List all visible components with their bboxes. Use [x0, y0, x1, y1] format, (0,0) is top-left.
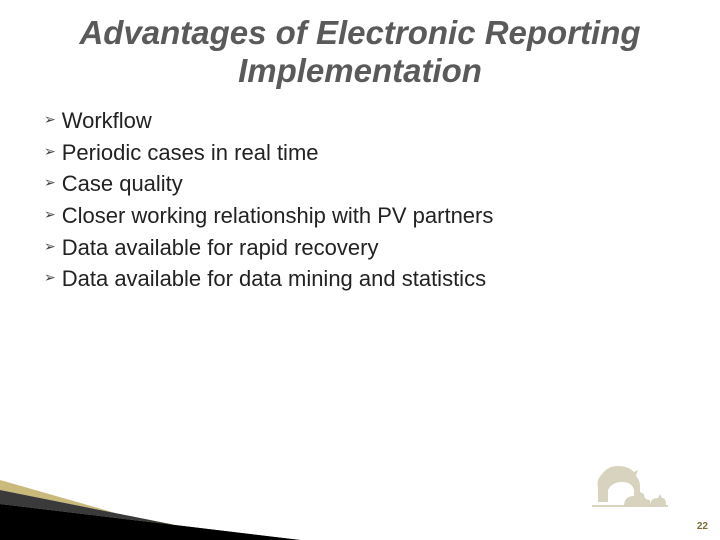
- bullet-marker-icon: ➢: [44, 233, 56, 260]
- bullet-marker-icon: ➢: [44, 106, 56, 133]
- list-item-label: Periodic cases in real time: [62, 138, 684, 168]
- list-item-label: Data available for data mining and stati…: [62, 264, 684, 294]
- list-item: ➢ Case quality: [44, 169, 684, 199]
- animals-silhouette-icon: [578, 460, 668, 510]
- slide-title: Advantages of Electronic Reporting Imple…: [0, 0, 720, 96]
- wedge-grey: [0, 490, 300, 540]
- list-item: ➢ Workflow: [44, 106, 684, 136]
- list-item-label: Closer working relationship with PV part…: [62, 201, 684, 231]
- list-item: ➢ Closer working relationship with PV pa…: [44, 201, 684, 231]
- bullet-marker-icon: ➢: [44, 201, 56, 228]
- list-item-label: Case quality: [62, 169, 684, 199]
- list-item: ➢ Data available for data mining and sta…: [44, 264, 684, 294]
- bullet-marker-icon: ➢: [44, 169, 56, 196]
- wedge-gold: [0, 480, 250, 540]
- bullet-marker-icon: ➢: [44, 264, 56, 291]
- list-item: ➢ Periodic cases in real time: [44, 138, 684, 168]
- page-number: 22: [697, 521, 708, 532]
- slide: { "title": "Advantages of Electronic Rep…: [0, 0, 720, 540]
- list-item-label: Data available for rapid recovery: [62, 233, 684, 263]
- corner-wedge-graphic: [0, 460, 360, 540]
- list-item: ➢ Data available for rapid recovery: [44, 233, 684, 263]
- list-item-label: Workflow: [62, 106, 684, 136]
- wedge-black: [0, 504, 300, 540]
- bullet-marker-icon: ➢: [44, 138, 56, 165]
- bullet-list: ➢ Workflow ➢ Periodic cases in real time…: [0, 96, 720, 294]
